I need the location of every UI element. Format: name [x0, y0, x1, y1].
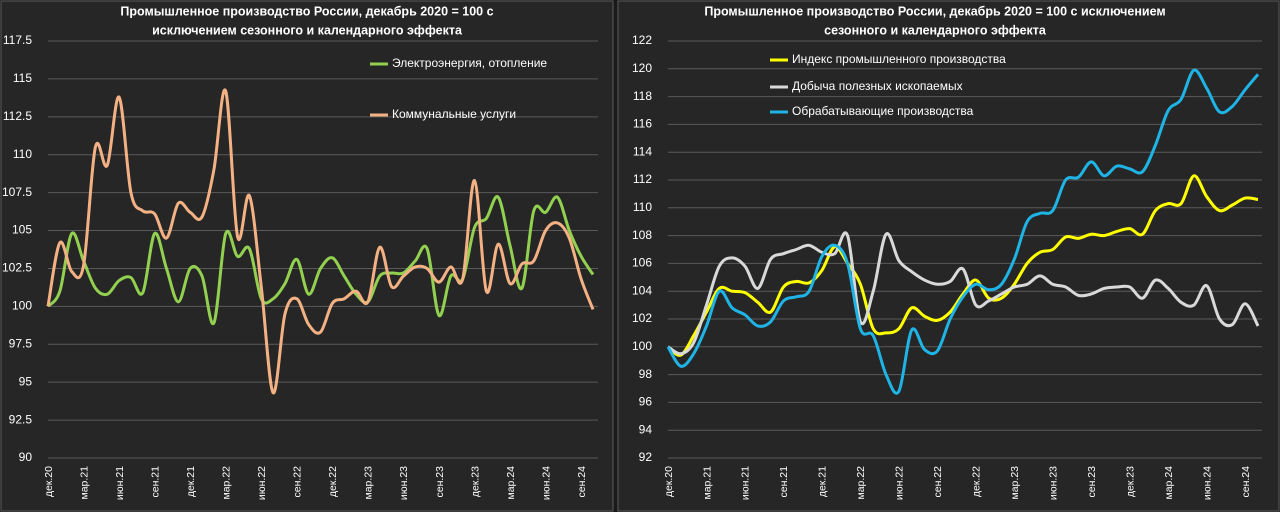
y-tick-label: 106	[632, 256, 652, 270]
y-tick-label: 122	[632, 33, 652, 47]
y-tick-label: 92.5	[9, 412, 33, 426]
y-tick-label: 112.5	[3, 109, 32, 123]
y-tick-label: 117.5	[3, 33, 32, 47]
x-tick-label: сен.22	[292, 466, 304, 498]
x-tick-label: мар.22	[855, 466, 867, 500]
panel-right	[617, 0, 1280, 512]
chart-title: исключением сезонного и календарного эфф…	[152, 23, 463, 37]
legend-label: Индекс промышленного производства	[792, 52, 1006, 66]
y-tick-label: 114	[633, 144, 652, 158]
x-tick-label: июн.22	[894, 466, 906, 500]
chart-title: Промышленное производство России, декабр…	[704, 4, 1165, 18]
y-tick-label: 100	[632, 339, 652, 353]
x-tick-label: мар.23	[1009, 466, 1021, 500]
y-tick-label: 97.5	[9, 336, 33, 350]
y-tick-label: 95	[19, 374, 33, 388]
x-tick-label: мар.21	[78, 466, 90, 500]
x-tick-label: дек.22	[327, 466, 339, 497]
x-tick-label: сен.23	[1086, 466, 1098, 498]
x-tick-label: июн.23	[1048, 466, 1060, 500]
x-tick-label: мар.24	[505, 466, 517, 500]
chart-title: сезонного и календарного эффекта	[824, 23, 1047, 37]
chart-title: Промышленное производство России, декабр…	[120, 4, 493, 18]
x-tick-label: мар.22	[220, 466, 232, 500]
y-tick-label: 92	[639, 450, 653, 464]
x-tick-label: дек.23	[1125, 466, 1137, 497]
x-tick-label: июн.21	[740, 466, 752, 500]
series-line	[667, 231, 1260, 356]
y-tick-label: 90	[19, 450, 33, 464]
x-tick-label: мар.23	[363, 466, 375, 500]
y-tick-label: 118	[633, 89, 652, 103]
legend-label: Коммунальные услуги	[392, 107, 516, 121]
x-tick-label: сен.23	[434, 466, 446, 498]
x-tick-label: сен.22	[932, 466, 944, 498]
x-tick-label: дек.20	[43, 466, 55, 497]
x-tick-label: сен.24	[1240, 466, 1252, 498]
y-tick-label: 120	[632, 61, 652, 75]
y-tick-label: 100	[12, 299, 32, 313]
x-tick-label: сен.21	[149, 466, 161, 498]
x-tick-label: дек.23	[469, 466, 481, 497]
x-tick-label: сен.21	[778, 466, 790, 498]
y-tick-label: 107.5	[2, 185, 32, 199]
series-line	[46, 195, 595, 325]
legend-label: Добыча полезных ископаемых	[792, 79, 963, 93]
y-tick-label: 116	[633, 117, 652, 131]
y-tick-label: 96	[639, 395, 653, 409]
legend-label: Обрабатывающие производства	[792, 104, 974, 118]
y-tick-label: 110	[13, 147, 32, 161]
y-tick-label: 104	[632, 283, 652, 297]
x-tick-label: дек.20	[663, 466, 675, 497]
x-tick-label: июн.24	[1201, 466, 1213, 500]
y-tick-label: 105	[12, 223, 32, 237]
x-tick-label: июн.22	[256, 466, 268, 500]
x-tick-label: июн.21	[114, 466, 126, 500]
x-tick-label: дек.21	[817, 466, 829, 497]
x-tick-label: мар.21	[701, 466, 713, 500]
y-tick-label: 98	[639, 367, 653, 381]
x-tick-label: дек.21	[185, 466, 197, 497]
y-tick-label: 94	[639, 422, 653, 436]
y-tick-label: 112	[633, 172, 652, 186]
series-line	[46, 88, 595, 395]
x-tick-label: июн.23	[398, 466, 410, 500]
y-tick-label: 115	[13, 71, 32, 85]
x-tick-label: дек.22	[971, 466, 983, 497]
x-tick-label: мар.24	[1163, 466, 1175, 500]
series-line	[666, 68, 1260, 395]
y-tick-label: 108	[632, 228, 652, 242]
y-tick-label: 110	[633, 200, 652, 214]
x-tick-label: июн.24	[540, 466, 552, 500]
y-tick-label: 102	[632, 311, 652, 325]
x-tick-label: сен.24	[576, 466, 588, 498]
panel-left	[0, 0, 614, 512]
series-line	[667, 174, 1259, 357]
legend-label: Электроэнергия, отопление	[392, 56, 547, 70]
y-tick-label: 102.5	[2, 261, 32, 275]
